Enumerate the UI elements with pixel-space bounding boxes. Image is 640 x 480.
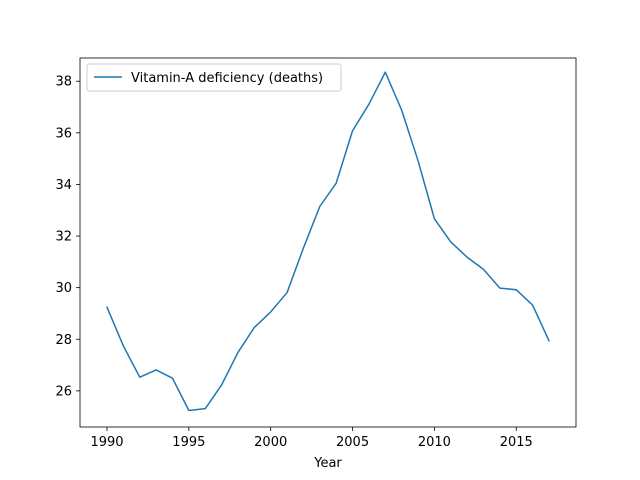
legend-label: Vitamin-A deficiency (deaths) [131,71,323,86]
data-point [417,160,419,162]
data-point [253,326,255,328]
legend: Vitamin-A deficiency (deaths) [86,63,342,92]
series-line [106,71,550,412]
data-point [171,377,173,379]
data-point [352,130,354,132]
data-point [368,103,370,105]
y-tick-label: 38 [55,75,72,90]
data-point [548,340,550,342]
data-point [319,205,321,207]
y-tick-label: 34 [55,178,72,193]
data-point [401,109,403,111]
data-point [106,306,108,308]
data-point [286,292,288,294]
y-tick-label: 36 [55,126,72,141]
x-tick-label: 2000 [254,435,287,450]
data-point [204,408,206,410]
data-point [188,409,190,411]
x-tick-label: 2010 [418,435,451,450]
x-axis-ticks: 1990 1995 2000 2005 2010 2015 [90,427,533,450]
plot-frame [79,57,577,428]
data-point [532,304,534,306]
legend-box [86,63,342,92]
y-tick-label: 32 [55,230,72,245]
y-tick-label: 30 [55,281,72,296]
data-point [450,241,452,243]
y-axis-ticks: 26 28 30 32 34 36 38 [55,75,80,399]
y-tick-label: 26 [55,384,72,399]
x-axis-label: Year [313,456,342,471]
x-tick-label: 1995 [172,435,205,450]
data-point [433,218,435,220]
x-tick-label: 2015 [500,435,533,450]
data-point [139,376,141,378]
y-tick-label: 28 [55,333,72,348]
data-point [335,182,337,184]
data-point [155,369,157,371]
x-tick-label: 1990 [90,435,123,450]
data-point [466,256,468,258]
data-point [515,289,517,291]
data-point [221,384,223,386]
data-point [499,287,501,289]
data-point [270,311,272,313]
x-tick-label: 2005 [336,435,369,450]
data-point [122,345,124,347]
data-point [483,268,485,270]
data-point [237,351,239,353]
plot-area [80,58,576,427]
data-point [384,71,386,73]
data-point [302,247,304,249]
